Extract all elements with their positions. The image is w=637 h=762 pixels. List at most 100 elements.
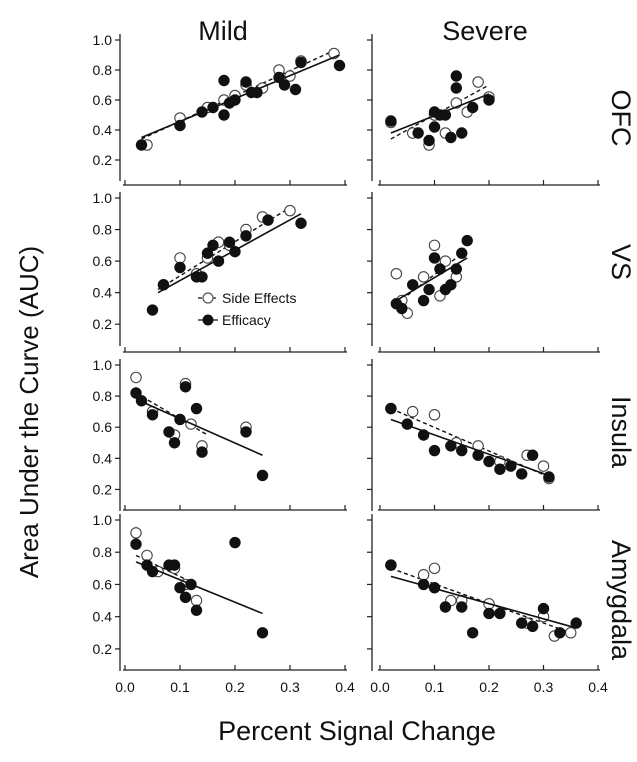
efficacy-point (526, 620, 539, 633)
y-tick-label: 0.8 (93, 388, 113, 404)
efficacy-point (543, 471, 555, 483)
efficacy-point (516, 468, 528, 480)
efficacy-point (526, 449, 539, 461)
efficacy-point (157, 279, 170, 291)
y-tick-label: 0.6 (93, 253, 113, 269)
efficacy-point (494, 607, 506, 620)
row-label-vs: VS (606, 244, 636, 280)
panel-severe-insula (367, 359, 600, 511)
x-tick-label: 0.1 (170, 679, 190, 695)
legend-efficacy-label: Efficacy (222, 312, 271, 328)
y-tick-label: 0.6 (93, 92, 113, 108)
efficacy-point (130, 538, 142, 550)
y-tick-label: 0.4 (93, 285, 113, 301)
efficacy-point (229, 94, 241, 106)
legend: Side Effects Efficacy (198, 290, 296, 328)
efficacy-point (554, 627, 566, 639)
efficacy-point (146, 565, 159, 578)
panel-mild-amygdala: 0.2 0.4 0.6 0.8 1.0 0.0 0.1 0.2 0.3 0.4 (93, 512, 355, 695)
efficacy-point (289, 83, 302, 96)
y-tick-label: 1.0 (93, 512, 113, 528)
efficacy-point (163, 426, 175, 438)
efficacy-point (262, 214, 274, 226)
side-effects-point (130, 371, 142, 384)
efficacy-point (456, 127, 468, 139)
efficacy-point (256, 627, 269, 639)
efficacy-point (434, 263, 446, 275)
efficacy-point (196, 271, 208, 283)
efficacy-point (537, 602, 550, 615)
efficacy-point (407, 279, 419, 291)
y-tick-label: 0.4 (93, 450, 113, 466)
x-tick-label: 0.3 (534, 679, 554, 695)
efficacy-point (179, 381, 192, 393)
y-tick-label: 0.6 (93, 576, 113, 592)
efficacy-point (130, 387, 142, 399)
y-tick-label: 0.8 (93, 222, 113, 238)
efficacy-point (412, 127, 424, 139)
efficacy-point (190, 402, 203, 415)
efficacy-fit-line (390, 418, 550, 477)
y-tick-label: 1.0 (93, 190, 113, 206)
efficacy-point (456, 444, 468, 457)
efficacy-point (385, 115, 397, 127)
efficacy-point (333, 59, 346, 72)
efficacy-point (240, 230, 252, 242)
efficacy-point (423, 134, 435, 147)
titles: Mild Severe Area Under the Curve (AUC) P… (14, 16, 636, 746)
efficacy-point (401, 418, 413, 430)
efficacy-point (135, 139, 148, 151)
efficacy-point (207, 239, 219, 252)
efficacy-point (229, 245, 241, 258)
efficacy-point (196, 106, 208, 118)
x-tick-label: 0.2 (479, 679, 499, 695)
y-tick-label: 1.0 (93, 357, 113, 373)
efficacy-point (428, 121, 441, 133)
efficacy-point (218, 74, 230, 87)
efficacy-point (385, 402, 397, 415)
efficacy-point (135, 395, 148, 407)
efficacy-point (207, 101, 219, 114)
efficacy-point (445, 279, 457, 291)
efficacy-point (483, 94, 495, 106)
efficacy-point (256, 469, 269, 482)
panel-severe-ofc (367, 34, 600, 186)
efficacy-point (240, 76, 252, 88)
efficacy-point (201, 247, 214, 259)
y-tick-label: 0.2 (93, 641, 113, 657)
x-tick-label: 0.0 (370, 679, 390, 695)
efficacy-point (472, 449, 484, 461)
y-tick-label: 0.8 (93, 62, 113, 78)
efficacy-point (146, 304, 159, 316)
row-label-ofc: OFC (606, 90, 636, 147)
efficacy-point (439, 601, 452, 613)
efficacy-point (466, 627, 479, 639)
x-tick-label: 0.0 (115, 679, 135, 695)
x-tick-label: 0.3 (280, 679, 300, 695)
legend-side-effects-label: Side Effects (222, 290, 296, 306)
column-title-severe: Severe (442, 16, 528, 46)
efficacy-point (445, 131, 457, 144)
panel-mild-insula: 0.2 0.4 0.6 0.8 1.0 (93, 357, 347, 511)
y-tick-label: 0.4 (93, 122, 113, 138)
efficacy-point (295, 56, 307, 69)
efficacy-point (494, 463, 506, 475)
efficacy-fit-line (141, 54, 340, 139)
y-tick-label: 0.2 (93, 316, 113, 332)
efficacy-point (223, 236, 236, 248)
efficacy-point (218, 109, 230, 121)
efficacy-point (168, 437, 181, 449)
side-effects-point (141, 549, 153, 562)
efficacy-point (417, 578, 430, 591)
efficacy-point (570, 617, 582, 629)
y-tick-label: 0.2 (93, 152, 113, 168)
y-tick-label: 1.0 (93, 32, 113, 48)
efficacy-point (445, 440, 457, 452)
x-tick-label: 0.4 (588, 679, 608, 695)
side-effects-point (174, 252, 186, 264)
side-effects-point (472, 76, 484, 88)
efficacy-point (278, 79, 291, 91)
efficacy-point (450, 70, 462, 82)
efficacy-point (423, 283, 435, 296)
efficacy-point (456, 601, 468, 613)
